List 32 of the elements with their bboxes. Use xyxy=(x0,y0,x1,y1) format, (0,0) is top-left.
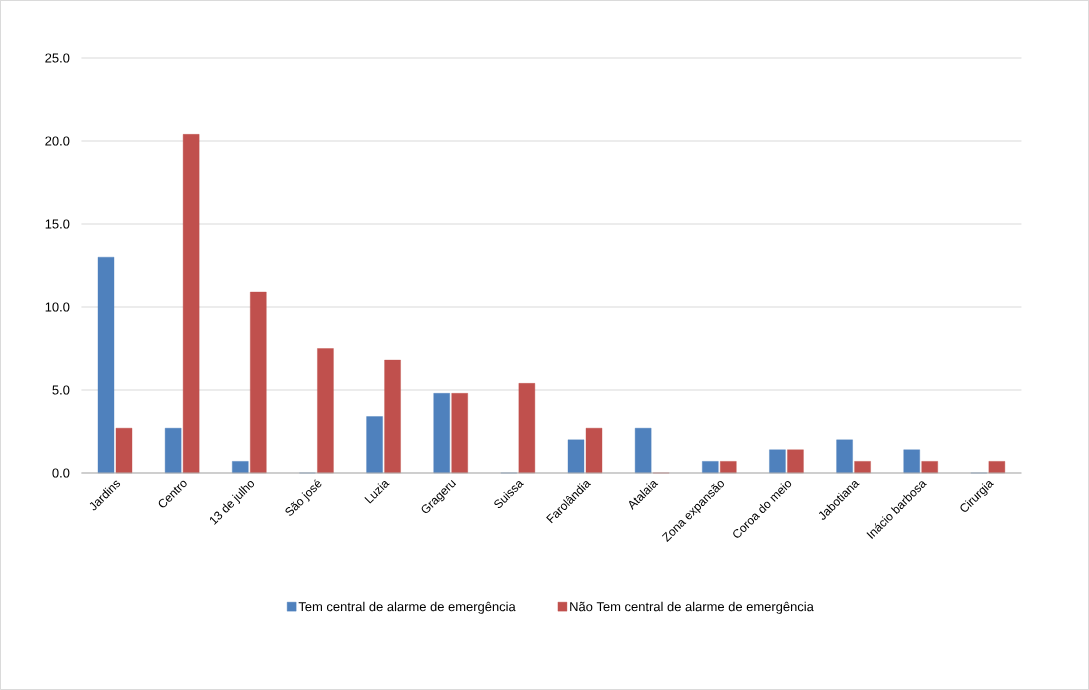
bar xyxy=(115,427,133,474)
bar xyxy=(720,461,737,474)
bar xyxy=(921,461,938,474)
bar xyxy=(903,449,920,474)
bar xyxy=(518,383,536,474)
bar xyxy=(634,427,652,474)
bar xyxy=(769,449,786,474)
bar xyxy=(384,359,401,474)
bar xyxy=(317,348,334,474)
bar xyxy=(433,393,450,474)
bar xyxy=(451,393,468,474)
bar xyxy=(787,449,804,474)
y-tick-label: 20.0 xyxy=(45,136,70,146)
y-tick-label: 5.0 xyxy=(52,385,70,395)
bar xyxy=(836,439,853,474)
bar xyxy=(250,291,267,474)
bar xyxy=(97,257,115,474)
y-tick-label: 10.0 xyxy=(45,302,70,312)
y-tick-label: 15.0 xyxy=(45,219,70,229)
legend-label: Não Tem central de alarme de emergência xyxy=(570,601,814,614)
y-tick-label: 0.0 xyxy=(52,468,70,478)
bar xyxy=(232,461,249,474)
bar xyxy=(702,461,719,474)
bar xyxy=(988,461,1006,474)
bar xyxy=(182,134,200,474)
bar xyxy=(567,439,585,474)
legend-label: Tem central de alarme de emergência xyxy=(298,601,516,614)
bar xyxy=(164,427,182,474)
y-tick-label: 25.0 xyxy=(45,53,70,63)
bar xyxy=(854,461,871,474)
bar xyxy=(366,416,383,474)
bar xyxy=(585,427,603,474)
